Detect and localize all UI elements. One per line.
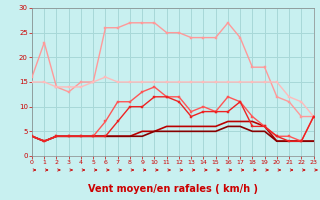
Text: Vent moyen/en rafales ( km/h ): Vent moyen/en rafales ( km/h ) bbox=[88, 184, 258, 194]
